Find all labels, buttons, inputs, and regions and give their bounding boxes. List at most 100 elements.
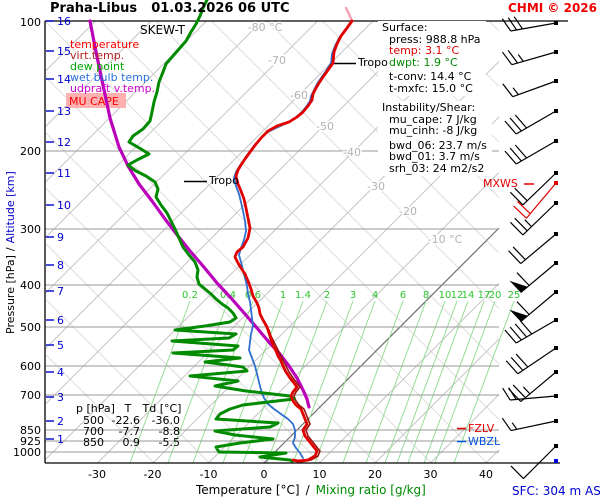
wind-barb-feather [509,147,522,162]
wind-barb-feather [505,360,519,375]
dry-adiabat [45,132,377,464]
wind-barb-half-feather [522,386,531,395]
mixing-ratio-line [407,300,469,464]
surface-tmxfc: t-mxfc: 15.0 °C [389,81,473,95]
updraft-virtual-temp-curve [88,19,311,409]
pressure-tick-label: 850 [20,424,41,437]
mixing-ratio-label: 14 [462,290,475,301]
surface-heading: Surface: [382,21,428,34]
wind-barb-shaft [520,371,557,403]
x-axis-separator: / [305,483,310,497]
wind-barb-feather [516,301,530,315]
altitude-tick-label: 2 [57,415,64,428]
altitude-tick-label: 1 [57,433,64,446]
surface-tconv: t-conv: 14.4 °C [389,70,472,83]
y-axis-altitude-label: Altitude [km] [4,171,17,244]
y-axis-title: Pressure [hPa] / Altitude [km] [4,167,17,334]
pressure-tick-label: 925 [20,435,41,448]
isotherm-label: -50 [316,120,334,133]
fzlv-label: FZLV [468,422,495,435]
mu-cape-label: MU CAPE [69,95,119,108]
wind-barb-feather [502,387,511,401]
altitude-tick-label: 3 [57,391,64,404]
brand-label: CHMI © 2026 [507,1,597,15]
page-title: Praha-Libus 01.03.2026 06 UTC [50,1,304,16]
wind-barb-feather [512,246,526,261]
wind-barb-feather [510,356,524,371]
wind-barb-feather [514,323,528,338]
mixing-ratio-line [434,300,496,464]
diagram-type-label: SKEW-T [140,23,186,37]
isotherm-label: -30 [367,180,385,193]
wind-barb-half-feather [517,54,524,62]
virtual-temp-curve [268,329,321,463]
mixing-ratio-line [314,300,376,464]
isotherm-line [374,338,500,464]
altitude-tick-label: 10 [57,199,71,212]
temp-tick-label: 40 [479,468,493,481]
dew-point-curve [126,0,296,463]
cell-t-500: -22.6 [111,414,140,427]
mixing-ratio-line [167,300,229,464]
wind-barb-feather [509,326,522,341]
wind-barb-shaft [520,233,557,265]
wind-barb-feather [520,320,533,335]
wind-barb-feather [507,50,519,64]
isotherm-label: -70 [268,54,286,67]
wind-barb-shaft [510,420,557,432]
cell-td-850: -5.5 [158,436,180,449]
wind-barb-feather [514,187,528,202]
legend-item-temperature: temperature [70,38,140,51]
wind-barb-half-feather [511,422,518,430]
pressure-tick-label: 300 [20,223,41,236]
mu-cape-value: mu_cape: 7 J/kg [389,112,477,126]
mixing-ratio-label: 12 [451,290,464,301]
wind-barb-shaft [512,80,557,98]
wind-barb-shaft [511,51,557,66]
altitude-tick-label: 15 [57,45,71,58]
dry-adiabat [155,20,500,365]
surface-temp: temp: 3.1 °C [389,44,460,57]
mixing-ratio-line [292,300,354,464]
pressure-tick-label: 700 [20,389,41,402]
wind-barb-feather [517,200,531,215]
x-axis-temp-label: Temperature [°C] [196,483,300,497]
dry-adiabat [45,354,155,464]
mixing-ratio-label: 3 [350,290,356,301]
pressure-tick-label: 100 [20,16,41,29]
dry-adiabat [45,188,321,464]
mu-cinh-value: mu_cinh: -8 J/kg [389,124,478,137]
wind-barb-shaft [525,182,557,219]
mixing-ratio-label: 1.4 [295,290,311,301]
legend-item-virt-temp: virt.temp. [70,49,125,62]
tropopause-label-2: Tropo [209,174,239,187]
x-axis-title: Temperature [°C] / Mixing ratio [g/kg] [196,483,432,497]
legend-item-dew-point: dew point [70,60,125,73]
sounding-table: p [hPa] T Td [°C] 500 -22.6 -36.0 700 -7… [76,403,184,448]
altitude-tick-label: 8 [57,259,64,272]
wind-barb-pennant [509,280,528,293]
mixing-ratio-line [384,300,446,464]
temperature-curve [233,19,354,463]
wind-barb-feather [504,329,517,344]
cell-td-700: -8.8 [158,425,180,438]
wind-barb-station-dot [554,459,558,463]
legend-item-wet-bulb: wet bulb temp. [70,71,154,84]
altitude-tick-label: 5 [57,339,64,352]
altitude-tick-label: 11 [57,167,71,180]
dry-adiabat [211,20,500,309]
wind-barb-pennant [509,309,528,322]
wind-barb-feather [515,353,529,368]
wind-barb-feather [512,384,526,399]
mixing-ratio-line [423,300,485,464]
mixing-ratio-label: 6 [400,290,406,301]
srh03-value: srh_03: 24 m2/s2 [389,161,485,175]
cell-t-700: -7.7 [118,425,140,438]
altitude-tick-label: 16 [57,15,71,28]
temp-tick-label: 10 [313,468,327,481]
altitude-tick-label: 7 [57,285,64,298]
surface-dwpt: dwpt: 1.9 °C [389,55,458,69]
table-row: 500 -22.6 -36.0 [76,415,184,426]
wind-barb-half-feather [524,219,532,228]
